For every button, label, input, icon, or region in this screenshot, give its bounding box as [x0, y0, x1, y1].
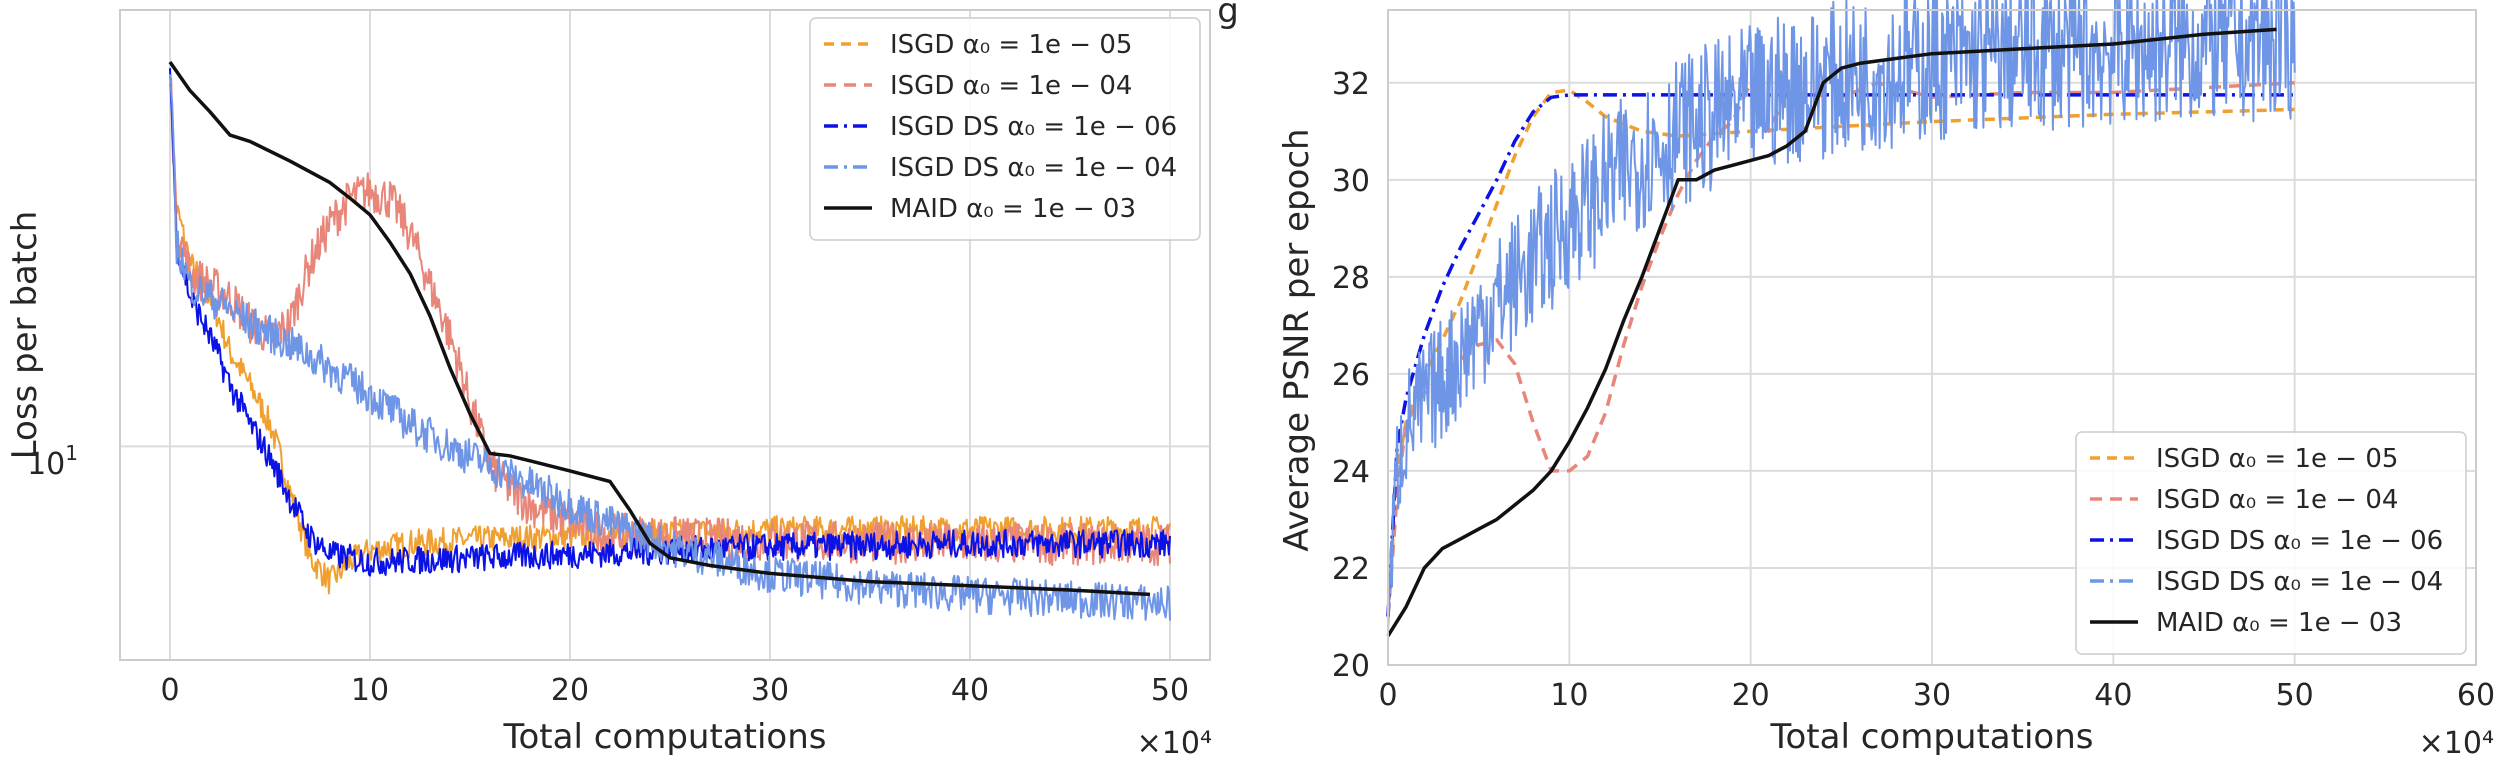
psnr-chart: 0 10 20 30 40 50 60 20 22 24 26 28 30 32 Total compu… [1277, 0, 2495, 761]
loss-y-tick-base: 10 [27, 447, 65, 482]
title-fragment: g [1217, 0, 1239, 31]
legend-label: ISGD DS α₀ = 1e − 04 [890, 153, 1177, 183]
loss-chart-series [168, 60, 1171, 621]
legend-label: ISGD DS α₀ = 1e − 04 [2156, 567, 2443, 597]
x-tick-label: 30 [1913, 678, 1951, 713]
x-tick-label: 40 [951, 673, 989, 708]
loss-chart-legend: ISGD α₀ = 1e − 05 ISGD α₀ = 1e − 04 ISGD D… [809, 17, 1201, 241]
series-line-5 [1386, 27, 2277, 637]
loss-chart-x-multiplier: ×10⁴ [1137, 726, 1212, 761]
x-tick-label: 60 [2457, 678, 2495, 713]
legend-label: MAID α₀ = 1e − 03 [890, 194, 1136, 224]
psnr-chart-xlabel: Total computations [1770, 717, 2094, 757]
x-tick-label: 50 [1151, 673, 1189, 708]
legend-box [2075, 431, 2467, 655]
x-tick-label: 40 [2094, 678, 2132, 713]
x-tick-label: 20 [1732, 678, 1770, 713]
loss-chart-ylabel: Loss per batch [5, 211, 45, 460]
psnr-chart-y-ticks: 20 22 24 26 28 30 32 [1332, 67, 1370, 684]
y-tick-label: 30 [1332, 164, 1370, 199]
y-tick-label: 20 [1332, 649, 1370, 684]
svg-text:101: 101 [27, 441, 78, 482]
series-line-1 [1386, 88, 2295, 617]
series-line-4 [169, 74, 1171, 621]
y-tick-label: 26 [1332, 358, 1370, 393]
loss-chart-y-tick-label: 101 [27, 441, 78, 482]
x-tick-label: 0 [1378, 678, 1397, 713]
legend-label: ISGD DS α₀ = 1e − 06 [2156, 526, 2443, 556]
y-tick-label: 22 [1332, 552, 1370, 587]
x-tick-label: 10 [1550, 678, 1588, 713]
psnr-chart-series [1386, 0, 2296, 637]
x-tick-label: 50 [2276, 678, 2314, 713]
legend-label: ISGD α₀ = 1e − 05 [2156, 444, 2398, 474]
psnr-chart-x-multiplier: ×10⁴ [2419, 726, 2494, 761]
loss-chart-xlabel: Total computations [503, 717, 827, 757]
x-tick-label: 20 [551, 673, 589, 708]
psnr-chart-ylabel: Average PSNR per epoch [1277, 128, 1317, 551]
x-tick-label: 0 [160, 673, 179, 708]
loss-chart-plot-border [119, 9, 1211, 661]
loss-chart-x-ticks: 0 10 20 30 40 50 [160, 673, 1189, 708]
loss-chart: 0 10 20 30 40 50 101 Total computations Loss … [5, 9, 1212, 761]
series-line-4 [1387, 0, 2296, 631]
legend-box [809, 17, 1201, 241]
legend-label: ISGD DS α₀ = 1e − 06 [890, 112, 1177, 142]
loss-y-tick-exp: 1 [65, 441, 78, 465]
y-tick-label: 24 [1332, 455, 1370, 490]
y-tick-label: 32 [1332, 67, 1370, 102]
x-tick-label: 30 [751, 673, 789, 708]
psnr-chart-plot-border [1387, 9, 2477, 666]
series-line-5 [168, 60, 1151, 597]
legend-label: MAID α₀ = 1e − 03 [2156, 608, 2402, 638]
psnr-chart-legend: ISGD α₀ = 1e − 05 ISGD α₀ = 1e − 04 ISGD D… [2075, 431, 2467, 655]
legend-label: ISGD α₀ = 1e − 05 [890, 30, 1132, 60]
legend-label: ISGD α₀ = 1e − 04 [890, 71, 1132, 101]
x-tick-label: 10 [351, 673, 389, 708]
legend-label: ISGD α₀ = 1e − 04 [2156, 485, 2398, 515]
y-tick-label: 28 [1332, 261, 1370, 296]
psnr-chart-x-ticks: 0 10 20 30 40 50 60 [1378, 678, 2495, 713]
series-line-2 [1386, 81, 2295, 617]
